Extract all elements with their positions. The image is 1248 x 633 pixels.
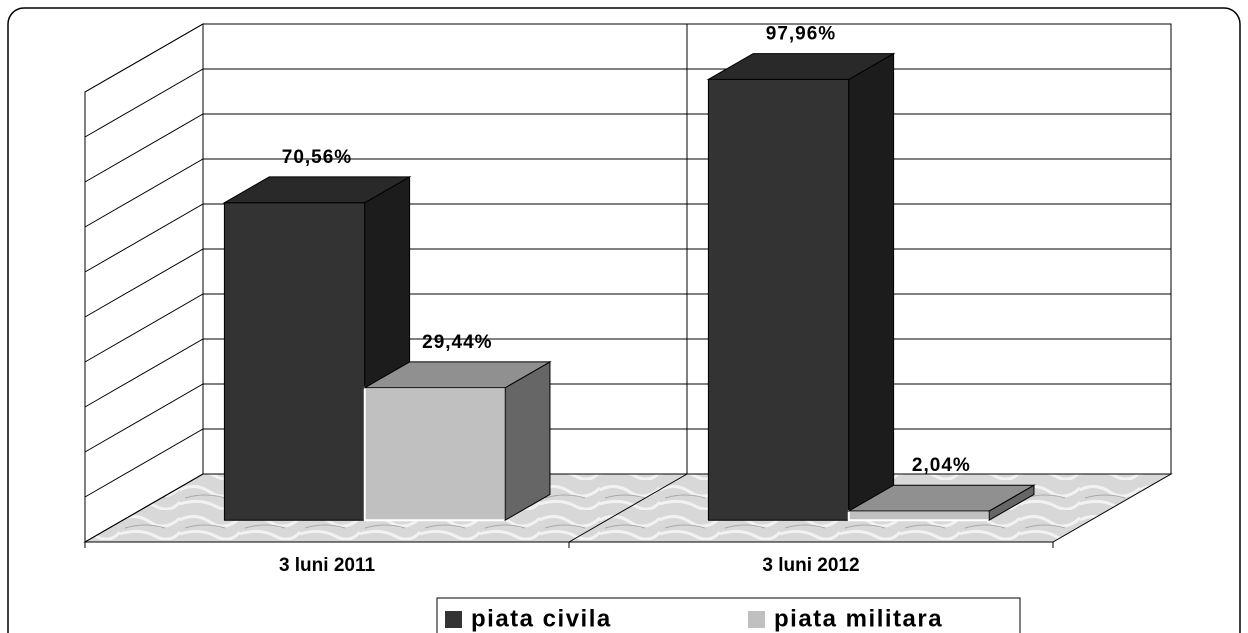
bar (846, 484, 1036, 522)
value-label: 2,04% (912, 455, 971, 476)
legend-swatch (445, 611, 462, 628)
legend: piata civila piata militara (436, 597, 1021, 633)
bar (362, 361, 552, 522)
bar-front (223, 202, 366, 521)
bar-top (362, 361, 552, 389)
bar-side (504, 361, 551, 522)
grid-line (84, 23, 1171, 93)
legend-swatch (748, 611, 765, 628)
bar-front (363, 386, 507, 522)
legend-box (436, 597, 1021, 633)
bar-top (846, 484, 1036, 512)
value-label: 70,56% (282, 147, 352, 168)
bar-side (848, 52, 895, 522)
value-label: 29,44% (422, 332, 492, 353)
bar-top (222, 176, 412, 204)
bar (706, 52, 896, 522)
x-tick-label: 3 luni 2011 (279, 555, 376, 576)
bar-top (706, 53, 896, 80)
value-label: 97,96% (766, 24, 836, 45)
x-tick-label: 3 luni 2012 (762, 555, 859, 576)
legend-label: piata civila (471, 605, 612, 632)
bar-front (847, 510, 991, 522)
divider (568, 24, 688, 543)
legend-label: piata militara (774, 605, 943, 632)
bar-front (707, 78, 850, 521)
